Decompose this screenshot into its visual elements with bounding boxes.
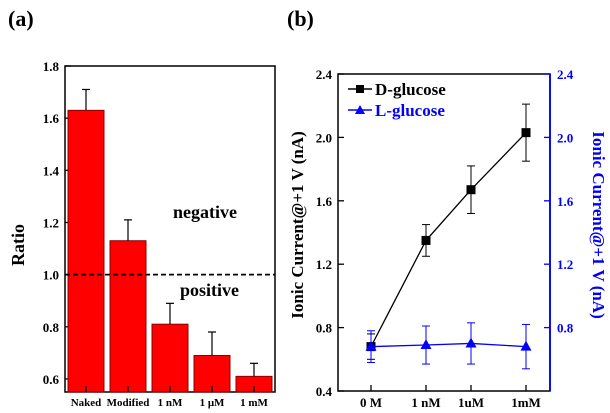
legend-marker-d-glucose [356, 85, 364, 93]
y-tick-label: 0.8 [43, 320, 60, 335]
x-tick-label: 1 nM [411, 395, 440, 410]
x-tick-label: 1 nM [158, 397, 183, 409]
left-y-tick-label: 0.8 [316, 321, 333, 336]
panel-a: (a) Ratio 0.6 0.8 1.0 1.2 1.4 1.6 1.8 Naked Modi… [8, 6, 276, 409]
data-point [421, 235, 431, 245]
data-point [466, 185, 476, 195]
right-y-tick-label: 2.0 [557, 130, 573, 145]
x-tick-label: 1mM [511, 395, 541, 410]
left-y-tick-label: 2.0 [316, 130, 332, 145]
data-point [365, 340, 377, 351]
legend: D-glucose L-glucose [348, 80, 446, 120]
panel-a-label: (a) [8, 6, 34, 31]
bar [67, 109, 105, 393]
left-y-tick-label: 2.4 [316, 67, 333, 82]
x-tick-label: 1 mM [240, 397, 268, 409]
right-y-tick-label: 2.4 [557, 67, 574, 82]
y-tick-label: 1.8 [43, 59, 60, 74]
annotation-negative: negative [173, 202, 237, 222]
series-line-l-glucose [370, 342, 527, 348]
x-tick-label: Modified [107, 397, 150, 409]
data-point [521, 128, 531, 138]
y-tick-label: 1.4 [43, 163, 60, 178]
data-point [520, 340, 532, 351]
left-y-tick-label: 0.4 [316, 384, 333, 399]
left-y-tick-label: 1.6 [316, 194, 333, 209]
bar [151, 323, 189, 393]
y-tick-label: 1.2 [43, 215, 59, 230]
x-tick-label: 1uM [458, 395, 484, 410]
x-tick-label: 1 μM [200, 397, 225, 409]
bar [109, 240, 147, 393]
panel-b-left-ylabel: Ionic Current@+1 V (nA) [288, 131, 307, 318]
data-point [465, 337, 477, 348]
data-point [420, 339, 432, 350]
legend-label-l-glucose: L-glucose [375, 101, 445, 120]
x-tick-label: Naked [71, 397, 102, 409]
panel-b: (b) Ionic Current@+1 V (nA) Ionic Curren… [287, 6, 608, 410]
annotation-positive: positive [180, 280, 239, 300]
left-y-tick-label: 1.2 [316, 257, 332, 272]
panel-b-label: (b) [287, 6, 314, 31]
legend-marker-l-glucose [355, 105, 365, 114]
series-line-d-glucose [370, 132, 527, 347]
y-tick-label: 1.0 [43, 268, 59, 283]
y-tick-label: 0.6 [43, 372, 60, 387]
panel-a-ylabel: Ratio [8, 224, 28, 266]
right-y-tick-label: 0.8 [557, 321, 574, 336]
right-y-tick-label: 1.2 [557, 257, 573, 272]
panel-b-right-ylabel: Ionic Current@+1 V (nA) [589, 131, 608, 318]
right-y-tick-label: 1.6 [557, 194, 574, 209]
y-tick-label: 1.6 [43, 111, 60, 126]
x-tick-label: 0 M [360, 395, 382, 410]
panel-a-plot-area: 0.6 0.8 1.0 1.2 1.4 1.6 1.8 Naked Modified 1 nM 1 … [43, 59, 276, 409]
legend-label-d-glucose: D-glucose [375, 80, 446, 99]
panel-b-plot-area: 0.4 0.8 1.2 1.6 2.0 2.4 0.8 1.2 1.6 2.0 2.4 0 M 1 nM… [316, 67, 574, 410]
